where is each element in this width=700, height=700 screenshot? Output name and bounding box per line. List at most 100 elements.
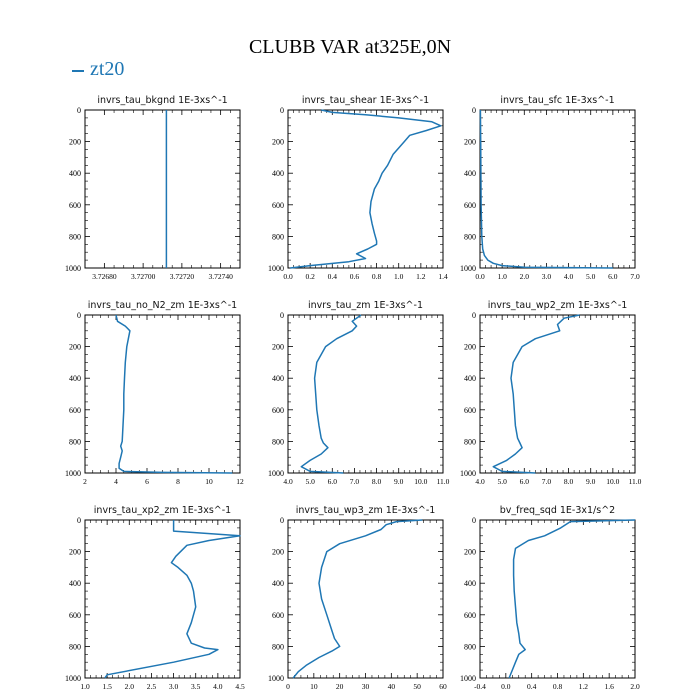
x-tick-label: 0 — [286, 682, 290, 691]
y-tick-label: 1000 — [268, 674, 284, 683]
y-tick-label: 600 — [464, 201, 476, 210]
y-tick-label: 0 — [280, 516, 284, 525]
x-tick-label: 3.5 — [191, 682, 201, 691]
y-tick-label: 400 — [69, 579, 81, 588]
plot-frame — [479, 519, 636, 679]
y-tick-label: 1000 — [65, 264, 81, 273]
y-tick-label: 200 — [272, 343, 284, 352]
x-tick-label: 2.0 — [125, 682, 135, 691]
x-tick-label: 10 — [310, 682, 318, 691]
x-tick-label: 3.72680 — [92, 272, 117, 281]
y-tick-label: 800 — [464, 232, 476, 241]
x-tick-label: 0.2 — [305, 272, 315, 281]
x-tick-label: 2.0 — [630, 682, 640, 691]
y-tick-label: 200 — [69, 138, 81, 147]
y-tick-label: 1000 — [65, 469, 81, 478]
y-tick-label: 400 — [272, 374, 284, 383]
plot-frame — [479, 314, 636, 474]
y-tick-label: 0 — [77, 516, 81, 525]
y-tick-label: 400 — [464, 374, 476, 383]
x-tick-label: 2.5 — [147, 682, 157, 691]
plot-frame — [84, 109, 241, 269]
y-tick-label: 200 — [464, 548, 476, 557]
x-tick-label: 12 — [236, 477, 244, 486]
panel-title: invrs_tau_wp3_zm 1E-3xs^-1 — [296, 505, 436, 516]
y-tick-label: 800 — [272, 642, 284, 651]
x-tick-label: 3.72740 — [208, 272, 233, 281]
x-tick-label: 1.0 — [497, 272, 507, 281]
x-tick-label: 0.8 — [553, 682, 563, 691]
legend-label: zt20 — [90, 58, 125, 80]
x-tick-label: 6.0 — [328, 477, 338, 486]
y-tick-label: 1000 — [268, 264, 284, 273]
y-tick-label: 400 — [464, 579, 476, 588]
x-tick-label: 1.6 — [604, 682, 614, 691]
plot-frame — [287, 314, 444, 474]
y-tick-label: 200 — [464, 343, 476, 352]
series-line — [104, 520, 241, 679]
x-tick-label: 4.5 — [235, 682, 245, 691]
y-tick-label: 400 — [272, 579, 284, 588]
x-tick-label: 10 — [205, 477, 213, 486]
y-tick-label: 0 — [472, 311, 476, 320]
series-line — [115, 314, 233, 474]
y-tick-label: 1000 — [460, 469, 476, 478]
y-tick-label: 1000 — [65, 674, 81, 683]
x-tick-label: 3.0 — [169, 682, 179, 691]
y-tick-label: 200 — [272, 548, 284, 557]
y-tick-label: 800 — [69, 437, 81, 446]
x-tick-label: 11.0 — [437, 477, 450, 486]
panel-title: invrs_tau_zm 1E-3xs^-1 — [308, 300, 423, 311]
panel-title: invrs_tau_xp2_zm 1E-3xs^-1 — [94, 505, 231, 516]
y-tick-label: 200 — [69, 548, 81, 557]
x-tick-label: 1.4 — [438, 272, 448, 281]
y-tick-label: 0 — [280, 106, 284, 115]
x-tick-label: 4.0 — [564, 272, 574, 281]
y-tick-label: 0 — [472, 516, 476, 525]
series-line — [290, 109, 442, 269]
x-tick-label: 1.0 — [80, 682, 90, 691]
x-tick-label: 4.0 — [213, 682, 223, 691]
plot-frame — [287, 519, 444, 679]
x-tick-label: 11.0 — [629, 477, 642, 486]
series-line — [492, 314, 580, 474]
x-tick-label: 4.0 — [475, 477, 485, 486]
x-tick-label: 0.0 — [475, 272, 485, 281]
x-tick-label: 3.72700 — [131, 272, 156, 281]
y-tick-label: 800 — [464, 642, 476, 651]
x-tick-label: 5.0 — [497, 477, 507, 486]
y-tick-label: 200 — [272, 138, 284, 147]
x-tick-label: 8.0 — [564, 477, 574, 486]
y-tick-label: 600 — [272, 406, 284, 415]
y-tick-label: 600 — [272, 611, 284, 620]
plot-frame — [84, 314, 241, 474]
panel-title: invrs_tau_no_N2_zm 1E-3xs^-1 — [88, 300, 237, 311]
y-tick-label: 800 — [272, 437, 284, 446]
y-tick-label: 0 — [77, 106, 81, 115]
y-tick-label: 600 — [69, 406, 81, 415]
plot-frame — [84, 519, 241, 679]
panel-title: invrs_tau_bkgnd 1E-3xs^-1 — [97, 95, 227, 106]
x-tick-label: 1.5 — [102, 682, 112, 691]
x-tick-label: 30 — [362, 682, 370, 691]
x-tick-label: 0.4 — [527, 682, 537, 691]
x-tick-label: 0.0 — [283, 272, 293, 281]
x-tick-label: 10.0 — [606, 477, 619, 486]
x-tick-label: 0.8 — [372, 272, 382, 281]
x-tick-label: 4.0 — [283, 477, 293, 486]
x-tick-label: 5.0 — [305, 477, 315, 486]
x-tick-label: 1.2 — [579, 682, 589, 691]
panel-title: invrs_tau_shear 1E-3xs^-1 — [302, 95, 429, 106]
x-tick-label: 4 — [114, 477, 118, 486]
y-tick-label: 600 — [272, 201, 284, 210]
plot-frame — [479, 109, 636, 269]
x-tick-label: 50 — [413, 682, 421, 691]
y-tick-label: 800 — [69, 232, 81, 241]
y-tick-label: 800 — [272, 232, 284, 241]
x-tick-label: 3.72720 — [170, 272, 195, 281]
figure-title: CLUBB VAR at325E,0N — [248, 36, 452, 58]
panel-title: invrs_tau_wp2_zm 1E-3xs^-1 — [488, 300, 628, 311]
x-tick-label: 10.0 — [414, 477, 427, 486]
x-tick-label: 9.0 — [586, 477, 596, 486]
